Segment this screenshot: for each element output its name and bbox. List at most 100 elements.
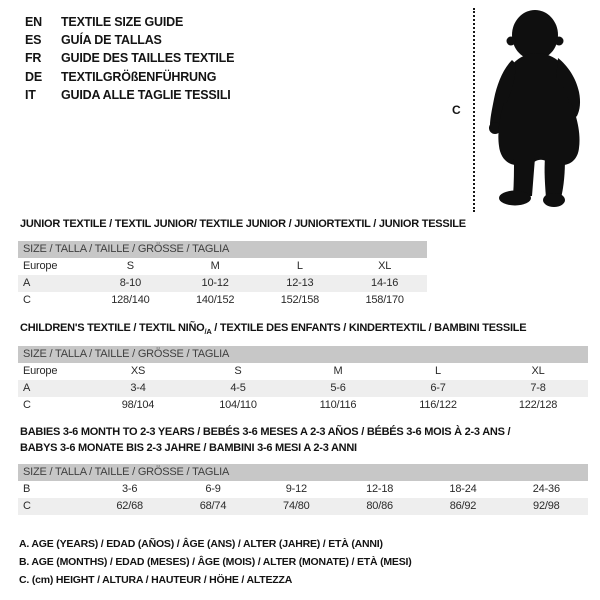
- row-label-cell: A: [18, 274, 88, 292]
- table-cell: 122/128: [518, 398, 558, 411]
- size-header-cell: SIZE / TALLA / TAILLE / GRÖSSE / TAGLIA: [18, 464, 588, 481]
- table-cell: 7-8: [488, 379, 588, 397]
- row-label-cell: A: [18, 379, 88, 397]
- babies-textile-table-section: BABIES 3-6 MONTH TO 2-3 YEARS / BEBÉS 3-…: [18, 425, 588, 515]
- table-title: CHILDREN'S TEXTILE / TEXTIL NIÑO/A / TEX…: [18, 321, 588, 340]
- row-label-cell: Europe: [23, 364, 58, 377]
- table-cell: 24-36: [532, 483, 560, 495]
- table-title-line: JUNIOR TEXTILE / TEXTIL JUNIOR/ TEXTILE …: [20, 218, 466, 230]
- table-cell: 116/122: [419, 398, 457, 411]
- language-list: EN TEXTILE SIZE GUIDE ES GUÍA DE TALLAS FR GU…: [25, 13, 234, 104]
- table-cell: 140/152: [195, 293, 235, 306]
- size-table: SIZE / TALLA / TAILLE / GRÖSSE / TAGLIA B…: [18, 464, 588, 515]
- table-cell: L: [296, 259, 303, 272]
- table-cell: 158/170: [365, 293, 404, 306]
- language-title: GUIDE DES TAILLES TEXTILE: [61, 51, 235, 66]
- table-cell: 3-4: [88, 379, 188, 397]
- table-cell: 8-10: [88, 274, 173, 292]
- height-c-label: C: [452, 103, 461, 117]
- row-label-cell: C: [23, 398, 31, 411]
- language-title: TEXTILE SIZE GUIDE: [61, 15, 184, 29]
- row-label-cell: C: [23, 293, 31, 306]
- language-code: EN: [25, 15, 42, 29]
- table-cell: 74/80: [254, 498, 338, 515]
- table-row: B 3-6 6-9 9-12 12-18 18-24 24-36: [18, 481, 588, 498]
- table-cell: M: [210, 259, 220, 272]
- table-cell: 10-12: [172, 274, 258, 292]
- table-cell: 4-5: [188, 379, 288, 397]
- table-title-line: BABYS 3-6 MONATE BIS 2-3 JAHRE / BAMBINI…: [20, 441, 357, 454]
- size-header-cell: SIZE / TALLA / TAILLE / GRÖSSE / TAGLIA: [18, 345, 588, 363]
- table-cell: 5-6: [288, 379, 388, 397]
- table-cell: 128/140: [111, 293, 150, 306]
- table-cell: 110/116: [319, 398, 357, 411]
- language-title: TEXTILGRÖßENFÜHRUNG: [61, 69, 217, 84]
- size-header-row: SIZE / TALLA / TAILLE / GRÖSSE / TAGLIA: [18, 345, 588, 363]
- size-table: SIZE / TALLA / TAILLE / GRÖSSE / TAGLIA E…: [18, 345, 588, 414]
- table-title-line: BABIES 3-6 MONTH TO 2-3 YEARS / BEBÉS 3-…: [20, 426, 511, 438]
- table-cell: 12-18: [366, 483, 394, 495]
- size-header-cell: SIZE / TALLA / TAILLE / GRÖSSE / TAGLIA: [18, 240, 427, 258]
- table-row: Europe XS S M L XL: [18, 363, 588, 380]
- table-cell: XL: [531, 364, 545, 377]
- table-title-subscript: /A: [204, 327, 212, 337]
- language-row: EN TEXTILE SIZE GUIDE: [25, 13, 234, 31]
- footnote-line: B. AGE (MONTHS) / EDAD (MESES) / ÂGE (MO…: [19, 556, 412, 569]
- table-cell: XS: [130, 364, 146, 377]
- language-code: DE: [25, 69, 42, 84]
- table-cell: 152/158: [280, 293, 320, 306]
- table-cell: 6-9: [205, 483, 221, 495]
- table-title-text: CHILDREN'S TEXTILE / TEXTIL NIÑO: [20, 322, 205, 334]
- table-cell: 12-13: [257, 274, 343, 292]
- language-row: IT GUIDA ALLE TAGLIE TESSILI: [25, 86, 234, 104]
- row-label-cell: C: [18, 498, 88, 515]
- table-cell: 86/92: [421, 498, 505, 515]
- size-header-row: SIZE / TALLA / TAILLE / GRÖSSE / TAGLIA: [18, 464, 588, 481]
- table-cell: 6-7: [388, 379, 488, 397]
- footnote-line: A. AGE (YEARS) / EDAD (AÑOS) / ÂGE (ANS)…: [19, 538, 383, 550]
- table-title: BABIES 3-6 MONTH TO 2-3 YEARS / BEBÉS 3-…: [18, 425, 588, 456]
- table-cell: 18-24: [449, 483, 477, 495]
- table-row: Europe S M L XL: [18, 258, 427, 275]
- row-label-cell: Europe: [23, 259, 58, 272]
- table-cell: M: [333, 364, 343, 377]
- language-row: ES GUÍA DE TALLAS: [25, 31, 234, 49]
- table-cell: 3-6: [122, 483, 138, 495]
- children-textile-table-section: CHILDREN'S TEXTILE / TEXTIL NIÑO/A / TEX…: [18, 321, 588, 414]
- row-label-cell: B: [23, 483, 31, 495]
- table-cell: 98/104: [121, 398, 155, 411]
- table-title-text: / TEXTILE DES ENFANTS / KINDERTEXTIL / B…: [211, 322, 527, 334]
- footnote-legend: A. AGE (YEARS) / EDAD (AÑOS) / ÂGE (ANS)…: [19, 535, 412, 590]
- language-row: FR GUIDE DES TAILLES TEXTILE: [25, 49, 234, 67]
- table-row: C 62/68 68/74 74/80 80/86 86/92 92/98: [18, 498, 588, 515]
- table-cell: 92/98: [504, 498, 588, 515]
- language-title: GUIDA ALLE TAGLIE TESSILI: [61, 87, 231, 102]
- table-row: A 3-4 4-5 5-6 6-7 7-8: [18, 379, 588, 397]
- table-cell: 68/74: [171, 498, 255, 515]
- table-cell: 14-16: [342, 274, 427, 292]
- footnote-line: C. (cm) HEIGHT / ALTURA / HAUTEUR / HÖHE…: [19, 574, 293, 587]
- table-title: JUNIOR TEXTILE / TEXTIL JUNIOR/ TEXTILE …: [18, 217, 466, 233]
- language-code: ES: [25, 33, 42, 48]
- table-cell: 62/68: [88, 498, 172, 515]
- size-table: SIZE / TALLA / TAILLE / GRÖSSE / TAGLIA E…: [18, 240, 427, 309]
- table-row: C 98/104 104/110 110/116 116/122 122/128: [18, 397, 588, 414]
- height-dotted-line: [473, 8, 475, 212]
- size-header-row: SIZE / TALLA / TAILLE / GRÖSSE / TAGLIA: [18, 240, 427, 258]
- table-cell: L: [435, 364, 441, 377]
- junior-textile-table-section: JUNIOR TEXTILE / TEXTIL JUNIOR/ TEXTILE …: [18, 217, 466, 309]
- table-cell: 80/86: [337, 498, 422, 515]
- table-cell: XL: [378, 259, 392, 272]
- table-row: C 128/140 140/152 152/158 158/170: [18, 292, 427, 309]
- table-cell: 104/110: [219, 398, 257, 411]
- baby-silhouette-icon: [489, 10, 581, 207]
- language-title: GUÍA DE TALLAS: [61, 33, 162, 48]
- language-code: FR: [25, 51, 42, 66]
- language-row: DE TEXTILGRÖßENFÜHRUNG: [25, 68, 234, 86]
- language-code: IT: [25, 87, 36, 102]
- table-cell: S: [234, 364, 242, 377]
- table-cell: S: [126, 259, 134, 272]
- baby-figure: C: [440, 0, 600, 215]
- table-cell: 9-12: [285, 483, 307, 495]
